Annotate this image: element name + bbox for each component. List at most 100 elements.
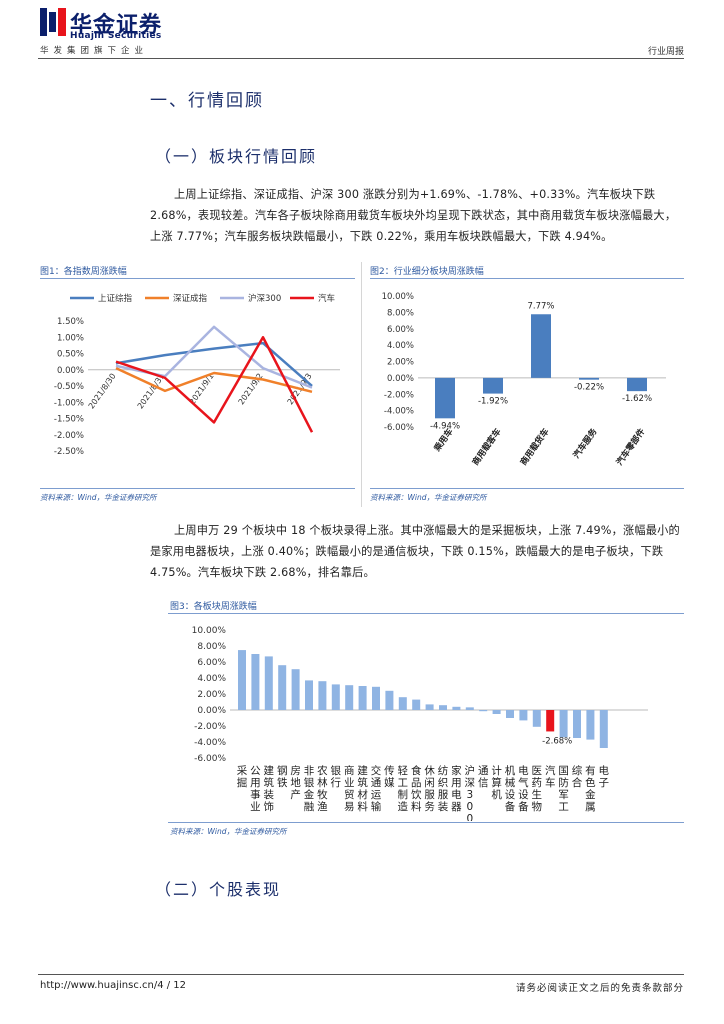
category-label-char: 家 xyxy=(451,764,462,777)
category-label-char: 建 xyxy=(357,764,368,777)
bar xyxy=(398,697,407,710)
bar xyxy=(412,699,421,710)
category-label-char: 料 xyxy=(357,800,368,813)
bar xyxy=(385,690,394,710)
auto-subsector-chart: 10.00% 8.00% 6.00% 4.00% 2.00% 0.00% -2.00% -4.… xyxy=(382,292,666,468)
bar xyxy=(559,710,568,738)
y-tick-label: 8.00% xyxy=(387,308,414,318)
category-label-char: 织 xyxy=(438,777,449,789)
category-label-char: 属 xyxy=(585,801,596,813)
category-label-char: 易 xyxy=(344,801,355,813)
footer-url[interactable]: http://www.huajinsc.cn/4 / 12 xyxy=(40,980,187,991)
figure2-bottom-rule xyxy=(370,488,684,489)
y-tick-label: 8.00% xyxy=(197,642,226,652)
category-label-char: 生 xyxy=(532,788,543,801)
category-label-char: 0 xyxy=(466,813,473,821)
bar xyxy=(331,684,340,710)
category-label-char: 工 xyxy=(558,801,569,813)
figure2-rule xyxy=(370,278,684,279)
category-label-char: 公 xyxy=(250,765,261,777)
bar xyxy=(546,710,555,732)
bar xyxy=(479,710,488,712)
subsection-title: （一）板块行情回顾 xyxy=(155,147,318,166)
category-label-char: 钢 xyxy=(277,764,288,777)
category-label-char: 银 xyxy=(331,764,342,777)
category-label-char: 建 xyxy=(264,764,275,777)
category-label-char: 林 xyxy=(317,776,328,789)
category-label-char: 牧 xyxy=(317,788,328,801)
header-rule xyxy=(38,58,684,59)
category-label-char: 国 xyxy=(558,765,569,777)
y-tick-label: 4.00% xyxy=(197,674,226,684)
category-label-char: 合 xyxy=(572,776,583,789)
category-label-char: 材 xyxy=(357,788,368,801)
category-label-char: 子 xyxy=(599,777,610,789)
legend-label: 上证综指 xyxy=(98,293,133,304)
y-tick-label: -2.00% xyxy=(54,431,84,441)
category-label-char: 用 xyxy=(451,777,462,789)
paragraph-sector-review: 上周申万 29 个板块中 18 个板块录得上涨。其中涨幅最大的是采掘板块，上涨 … xyxy=(150,524,680,579)
category-label-char: 房 xyxy=(290,764,301,777)
category-label-char: 交 xyxy=(371,764,382,777)
data-label: -1.92% xyxy=(478,397,508,407)
category-label-char: 输 xyxy=(371,800,382,813)
series-line xyxy=(115,341,313,387)
y-tick-label: -4.00% xyxy=(194,738,226,748)
bar xyxy=(531,314,551,378)
category-label-char: 服 xyxy=(424,789,435,801)
category-label-char: 筑 xyxy=(264,776,275,789)
category-label-char: 掘 xyxy=(237,776,248,789)
category-label-char: 休 xyxy=(424,765,435,777)
legend-label: 沪深300 xyxy=(248,293,281,304)
section-title: 一、行情回顾 xyxy=(150,91,264,111)
x-tick-label: 2021/8/30 xyxy=(87,372,118,411)
category-label-char: 铁 xyxy=(277,776,288,789)
category-label: 汽车零部件 xyxy=(614,426,648,468)
category-label: 商用载客车 xyxy=(470,426,504,468)
footer-disclaimer: 请务必阅读正文之后的免责条款部分 xyxy=(515,983,684,994)
figure-divider xyxy=(361,262,362,507)
y-tick-label: -2.00% xyxy=(384,390,414,400)
category-label-char: 汽 xyxy=(545,764,556,777)
y-tick-label: -6.00% xyxy=(194,754,226,764)
category-label-char: 电 xyxy=(599,764,610,777)
sector-weekly-change-chart: 10.00% 8.00% 6.00% 4.00% 2.00% 0.00% -2.00% -4.… xyxy=(192,626,648,821)
y-tick-label: -4.00% xyxy=(384,407,414,417)
data-label: -2.68% xyxy=(542,736,572,746)
bar xyxy=(627,377,647,392)
category-label-char: 农 xyxy=(317,764,328,777)
category-label-char: 算 xyxy=(491,776,502,789)
category-label-char: 业 xyxy=(250,801,261,813)
category-label-char: 通 xyxy=(371,777,382,789)
y-tick-label: -6.00% xyxy=(384,423,414,433)
category-label-char: 械 xyxy=(505,776,516,789)
bar xyxy=(264,656,273,710)
bar xyxy=(435,377,455,419)
category-label-char: 3 xyxy=(466,789,473,801)
category-label-char: 采 xyxy=(237,765,248,777)
category-label-char: 色 xyxy=(585,776,596,789)
category-label-char: 用 xyxy=(250,777,261,789)
bar xyxy=(372,686,380,710)
category-label-char: 防 xyxy=(558,776,569,789)
category-label-char: 通 xyxy=(478,765,489,777)
category-label-char: 商 xyxy=(344,764,355,777)
bar xyxy=(291,669,300,710)
y-tick-label: 0.50% xyxy=(57,350,84,360)
category-label-char: 金 xyxy=(304,788,315,801)
bar xyxy=(586,710,595,740)
category-label: 商用载货车 xyxy=(518,426,552,468)
category-label-char: 装 xyxy=(264,788,275,801)
category-label-char: 军 xyxy=(558,789,569,801)
category-label-char: 融 xyxy=(304,801,315,813)
bar xyxy=(452,706,461,710)
category-label-char: 综 xyxy=(572,764,583,777)
category-label-char: 药 xyxy=(532,777,543,789)
category-label-char: 行 xyxy=(331,776,342,789)
data-label: 7.77% xyxy=(527,301,554,311)
category-label: 汽车服务 xyxy=(571,426,600,461)
series-line xyxy=(115,336,314,433)
bar xyxy=(599,710,608,748)
series-line xyxy=(115,366,313,394)
figure3-source: 资料来源：Wind，华金证券研究所 xyxy=(170,827,287,836)
